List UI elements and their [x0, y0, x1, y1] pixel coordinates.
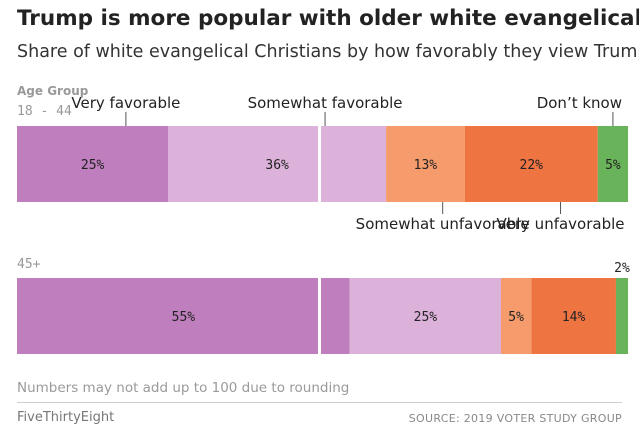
- chart-subtitle: Share of white evangelical Christians by…: [17, 42, 639, 62]
- chart-title: Trump is more popular with older white e…: [17, 6, 639, 31]
- age-group-axis-label: Age Group: [17, 84, 89, 98]
- source-label: SOURCE: 2019 VOTER STUDY GROUP: [408, 412, 622, 425]
- value-label-somewhat-favorable-0: 36%: [265, 158, 289, 173]
- bar-very-favorable-1: [17, 278, 350, 354]
- value-label-very-favorable-1: 55%: [172, 310, 196, 325]
- rounding-note: Numbers may not add up to 100 due to rou…: [17, 380, 350, 396]
- bar-don-t-know-0: [597, 126, 629, 202]
- bar-somewhat-favorable-0: [168, 126, 387, 202]
- bar-very-unfavorable-0: [464, 126, 598, 202]
- brand-label: FiveThirtyEight: [17, 410, 115, 425]
- bar-somewhat-unfavorable-1: [501, 278, 532, 354]
- legend-very-unfavorable: Very unfavorable: [497, 215, 625, 233]
- bar-don-t-know-1: [615, 278, 629, 354]
- value-label-very-unfavorable-1: 14%: [562, 310, 586, 325]
- bar-very-favorable-0: [17, 126, 169, 202]
- value-label-very-favorable-0: 25%: [81, 158, 105, 173]
- bar-somewhat-unfavorable-0: [386, 126, 465, 202]
- value-label-somewhat-unfavorable-0: 13%: [414, 158, 438, 173]
- category-label-18-44: 18 - 44: [17, 104, 72, 119]
- category-label-45: 45+: [17, 257, 41, 272]
- legend-very-favorable: Very favorable: [71, 94, 180, 112]
- value-label-very-unfavorable-0: 22%: [520, 158, 544, 173]
- legend-don-t-know: Don’t know: [537, 94, 622, 112]
- bar-very-unfavorable-1: [531, 278, 616, 354]
- value-label-somewhat-unfavorable-1: 5%: [508, 310, 524, 325]
- value-label-somewhat-favorable-1: 25%: [414, 310, 438, 325]
- bar-somewhat-favorable-1: [349, 278, 501, 354]
- value-label-don-t-know-0: 5%: [605, 158, 621, 173]
- legend-somewhat-favorable: Somewhat favorable: [248, 94, 403, 112]
- legend-somewhat-unfavorable: Somewhat unfavorable: [356, 215, 530, 233]
- footer-divider: [17, 402, 622, 403]
- value-label-don-t-know-1: 2%: [614, 261, 630, 276]
